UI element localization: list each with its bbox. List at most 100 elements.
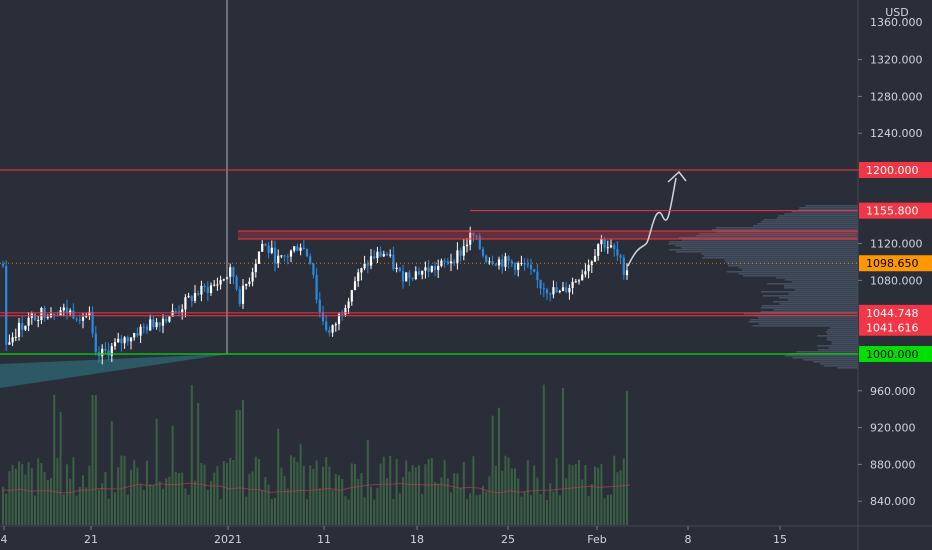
volume-bar <box>69 478 72 525</box>
volume-bar <box>37 458 40 525</box>
volume-bar <box>258 459 260 525</box>
volume-bar <box>347 499 350 525</box>
volume-bar <box>91 395 94 525</box>
volume-profile-bar <box>827 333 858 335</box>
x-tick-label: 11 <box>317 533 331 546</box>
candle-body <box>17 322 21 337</box>
volume-profile-bar <box>742 269 858 271</box>
candle-body <box>229 267 232 277</box>
volume-profile-bar <box>773 309 858 311</box>
volume-bar <box>277 428 280 525</box>
volume-bar <box>299 443 302 525</box>
volume-bar <box>488 476 491 525</box>
candle-body <box>373 256 376 259</box>
volume-bar <box>24 474 27 525</box>
candle-body <box>65 307 69 314</box>
volume-profile-bar <box>752 325 858 327</box>
y-axis-background <box>858 0 932 550</box>
volume-bar <box>616 472 619 525</box>
volume-bar <box>56 458 59 525</box>
volume-bar <box>75 495 78 525</box>
volume-profile-bar <box>783 285 858 287</box>
candle-body <box>270 247 273 253</box>
candle-body <box>213 284 216 286</box>
candle-body <box>552 287 555 295</box>
x-tick-label: 21 <box>84 533 98 546</box>
volume-ma-line <box>2 482 631 494</box>
candle-body <box>113 342 117 347</box>
volume-bar <box>296 461 299 525</box>
candle-body <box>430 265 433 272</box>
volume-profile-bar <box>699 233 858 235</box>
volume-bar <box>626 390 628 525</box>
candle-body <box>251 272 254 282</box>
volume-bar <box>190 385 193 525</box>
candle-body <box>261 243 264 252</box>
volume-profile-bar <box>678 237 858 239</box>
volume-profile-bar <box>805 205 858 207</box>
volume-profile-bar <box>829 327 858 329</box>
candle-body <box>91 311 94 334</box>
volume-bar <box>434 481 436 525</box>
volume-bar <box>8 471 11 525</box>
candle-body <box>248 281 251 285</box>
candle-body <box>193 293 197 301</box>
price-level-tag <box>859 319 932 336</box>
price-level-value: 1155.800 <box>866 205 919 218</box>
volume-bar <box>344 496 347 525</box>
resistance-zone <box>238 231 858 239</box>
candle-body <box>472 232 475 236</box>
volume-bar <box>392 499 395 525</box>
volume-bar <box>270 499 273 525</box>
volume-profile-bar <box>813 361 858 363</box>
candle-body <box>14 336 17 338</box>
candle-body <box>117 338 120 343</box>
candle-body <box>283 255 286 257</box>
candle-body <box>488 261 491 263</box>
volume-bar <box>66 464 68 525</box>
volume-bar <box>350 463 353 525</box>
volume-bar <box>565 478 568 525</box>
volume-bar <box>526 460 529 525</box>
candle-body <box>46 317 49 319</box>
volume-bar <box>533 465 536 525</box>
volume-profile-bar <box>784 213 858 215</box>
volume-bar <box>11 465 14 525</box>
candle-body <box>305 249 309 257</box>
candle-body <box>62 307 65 311</box>
y-tick-label-partial: 1360.000 <box>870 16 923 29</box>
volume-bar <box>158 481 161 525</box>
price-level-tag <box>859 255 932 272</box>
volume-bar <box>379 463 382 525</box>
volume-bar <box>178 472 180 525</box>
candle-body <box>139 326 142 336</box>
x-tick-label: 8 <box>685 533 692 546</box>
volume-profile-bar <box>826 337 858 339</box>
volume-bar <box>328 466 331 525</box>
volume-profile-bar <box>726 271 858 273</box>
volume-profile-bar <box>767 283 858 285</box>
volume-bar <box>418 465 420 525</box>
volume-profile-bar <box>728 265 858 267</box>
x-tick-label: 18 <box>410 533 424 546</box>
candle-body <box>267 245 270 253</box>
candle-body <box>321 311 325 322</box>
volume-bar <box>222 461 225 525</box>
x-tick-label: 25 <box>501 533 515 546</box>
candle-body <box>344 308 347 315</box>
volume-bar <box>360 473 363 525</box>
candle-body <box>437 265 440 270</box>
volume-bar <box>30 468 33 525</box>
candle-body <box>574 281 577 283</box>
volume-bar <box>610 494 612 525</box>
candle-body <box>11 337 14 343</box>
candle-body <box>389 254 392 256</box>
candle-body <box>1 263 5 267</box>
candle-body <box>152 319 155 328</box>
candle-body <box>190 296 193 301</box>
volume-bar <box>72 457 75 525</box>
volume-bar <box>402 476 404 525</box>
volume-bar <box>94 395 97 525</box>
volume-profile-bar <box>681 247 858 249</box>
